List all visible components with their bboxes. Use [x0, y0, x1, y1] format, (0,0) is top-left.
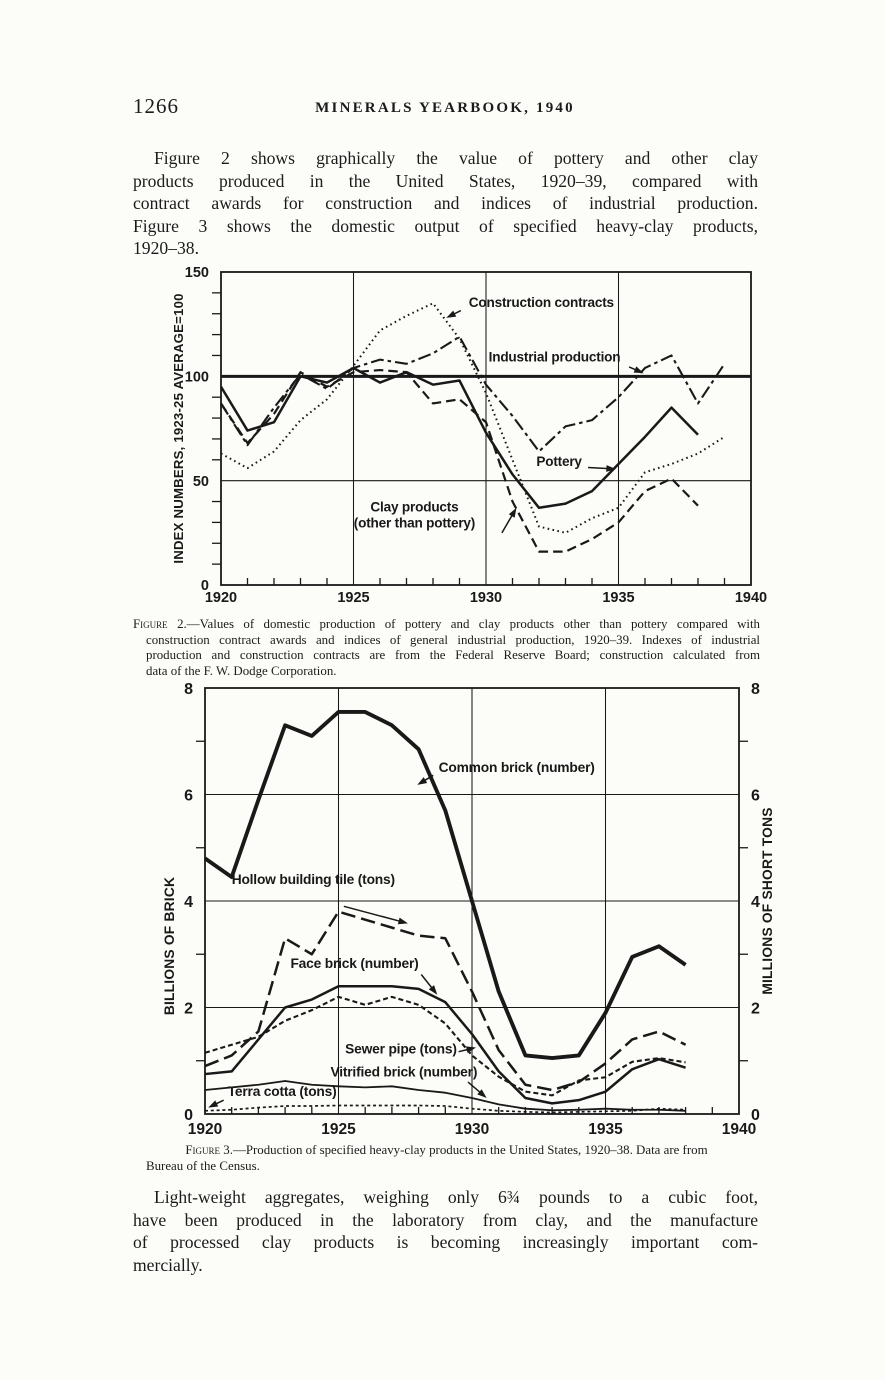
text-line: Figure 2 shows graphically the value of …: [154, 148, 758, 168]
series-face-brick-number: [204, 984, 686, 1105]
plot-area: 0 0 2 2 4 4 6 6 8 8 1920 1925 1930 1935 1940 BILLIONS O…: [162, 681, 775, 1138]
figure3-chart: 0 0 2 2 4 4 6 6 8 8 1920 1925 1930 1935 1940 BILLIONS O…: [162, 681, 775, 1138]
caption-line: Figure 2.—Values of domestic production …: [133, 617, 761, 631]
page-number: 1266: [133, 94, 179, 118]
caption-line: production and construction contracts ar…: [146, 648, 760, 663]
x-tick-label: 1930: [455, 1121, 489, 1138]
series-vitrified-brick-number: [204, 1080, 686, 1112]
y-tick-label-right: 6: [751, 787, 760, 804]
series-label: Face brick (number): [290, 956, 418, 971]
series-hollow-building-tile-tons: [204, 910, 687, 1092]
series-label: Hollow building tile (tons): [232, 872, 395, 887]
plot-border: [204, 687, 740, 1115]
text-line: Light-weight aggregates, weighing only 6…: [154, 1187, 758, 1207]
text-line: 1920–38.: [133, 238, 199, 258]
series-label: (other than pottery): [354, 515, 475, 530]
label-arrowhead: [477, 1089, 487, 1099]
series-label: Common brick (number): [439, 760, 595, 775]
text-line: products produced in the United States, …: [133, 170, 758, 191]
label-arrow: [501, 513, 514, 534]
y-tick-label: 100: [185, 370, 209, 386]
y-axis-title-right: MILLIONS OF SHORT TONS: [760, 807, 775, 994]
figure3-caption: Figure 3.—Production of specified heavy-…: [133, 1143, 760, 1174]
y-tick-label: 50: [193, 474, 209, 490]
y-tick-label-right: 0: [751, 1107, 760, 1124]
x-tick-label: 1920: [205, 590, 237, 606]
body-paragraph-2: Light-weight aggregates, weighing only 6…: [133, 1186, 758, 1276]
label-arrow: [467, 1081, 482, 1095]
running-head: MINERALS YEARBOOK, 1940: [315, 100, 575, 116]
text-line: of processed clay products is becoming i…: [133, 1232, 758, 1252]
caption-line: data of the F. W. Dodge Corporation.: [146, 663, 337, 678]
plot-border: [220, 271, 752, 586]
y-tick-label: 0: [201, 578, 209, 594]
text-line: have been produced in the laboratory fro…: [133, 1209, 758, 1230]
label-arrow: [587, 466, 609, 470]
label-arrowhead: [446, 310, 457, 318]
y-tick-label: 0: [184, 1107, 193, 1124]
label-arrowhead: [397, 917, 408, 925]
series-clay-products-other-than-pottery: [220, 368, 699, 553]
figure-label: Figure 2.: [133, 617, 187, 631]
figure2-caption: Figure 2.—Values of domestic production …: [133, 617, 760, 679]
series-terra-cotta-tons: [204, 1104, 686, 1114]
label-arrowhead: [428, 985, 438, 995]
series-construction-contracts: [220, 302, 726, 534]
label-arrowhead: [633, 366, 644, 374]
body-paragraph-1: Figure 2 shows graphically the value of …: [133, 147, 758, 260]
label-arrowhead: [417, 777, 428, 785]
y-tick-label: 2: [184, 1000, 193, 1017]
x-tick-label: 1925: [337, 590, 369, 606]
series-sewer-pipe-tons: [204, 995, 686, 1097]
text-line: mercially.: [133, 1254, 203, 1275]
x-tick-label: 1935: [588, 1121, 623, 1138]
figure-label: Figure 3.: [185, 1143, 233, 1157]
series-label: Vitrified brick (number): [330, 1065, 477, 1080]
text-line: contract awards for construction and ind…: [133, 193, 758, 213]
series-label: Sewer pipe (tons): [345, 1041, 457, 1056]
series-common-brick-number: [203, 710, 687, 1061]
x-tick-label: 1940: [735, 590, 767, 606]
label-arrowhead: [508, 507, 517, 518]
caption-line: construction contract awards and indices…: [146, 632, 760, 647]
x-tick-label: 1920: [188, 1121, 222, 1138]
series-pottery: [219, 366, 699, 510]
series-label: Pottery: [536, 454, 582, 469]
y-axis-title: INDEX NUMBERS, 1923-25 AVERAGE=100: [171, 293, 186, 563]
series-label: Industrial production: [489, 350, 621, 365]
figure2-chart: 0 50 100 150 1920 1925 1930 1935 1940 INDEX NUMBE…: [171, 265, 767, 606]
y-tick-label-right: 2: [751, 1000, 760, 1017]
y-tick-label: 8: [184, 681, 193, 698]
series-label: Construction contracts: [469, 295, 614, 310]
label-arrowhead: [465, 1046, 477, 1054]
y-tick-label-right: 4: [751, 894, 760, 911]
label-arrowhead: [208, 1100, 219, 1108]
y-tick-label: 150: [185, 265, 209, 281]
series-label: Clay products: [370, 499, 458, 514]
x-tick-label: 1940: [722, 1121, 756, 1138]
label-arrow: [343, 905, 402, 923]
x-tick-label: 1935: [602, 590, 634, 606]
caption-line: Figure 3.—Production of specified heavy-…: [185, 1143, 708, 1157]
label-arrow: [420, 974, 434, 990]
label-arrowhead: [606, 465, 616, 472]
y-tick-label: 4: [184, 894, 193, 911]
y-axis-title: BILLIONS OF BRICK: [162, 877, 177, 1015]
caption-line: Bureau of the Census.: [146, 1158, 260, 1173]
x-tick-label: 1930: [470, 590, 502, 606]
plot-area: 0 50 100 150 1920 1925 1930 1935 1940 INDEX NUMBE…: [171, 265, 767, 606]
x-tick-label: 1925: [321, 1121, 356, 1138]
y-tick-label-right: 8: [751, 681, 760, 698]
series-label: Terra cotta (tons): [228, 1084, 337, 1099]
y-tick-label: 6: [184, 787, 193, 804]
text-line: Figure 3 shows the domestic output of sp…: [133, 215, 758, 236]
